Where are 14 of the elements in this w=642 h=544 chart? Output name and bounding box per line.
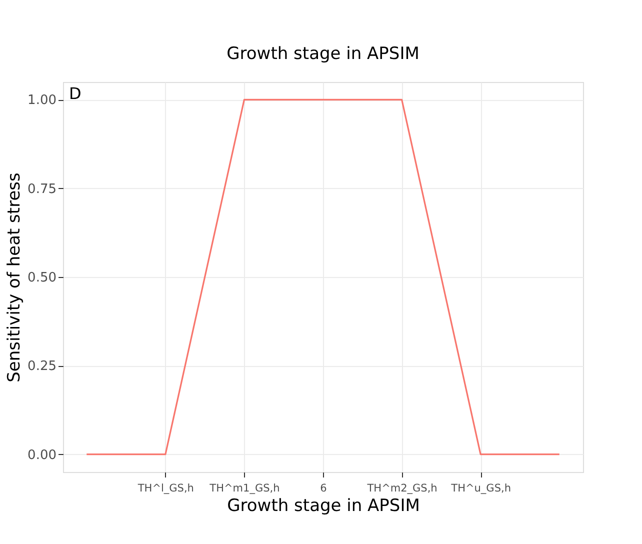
annotation: D (69, 84, 82, 103)
x-tick-label: TH^l_GS,h (136, 482, 194, 494)
y-tick-label: 1.00 (28, 93, 56, 108)
x-tick-label: 6 (320, 482, 328, 494)
x-tick-label: TH^u_GS,h (450, 482, 511, 494)
x-tick-label: TH^m2_GS,h (366, 482, 438, 494)
y-tick-label: 0.50 (28, 270, 56, 286)
y-tick-label: 0.00 (28, 448, 56, 463)
x-axis-title: Growth stage in APSIM (227, 496, 420, 516)
x-tick-label: TH^m1_GS,h (208, 482, 280, 494)
text: Growth stage in APSIM (226, 44, 420, 64)
y-tick-label: 0.75 (28, 182, 56, 197)
y-axis-title: Sensitivity of heat stress (4, 172, 25, 382)
y-tick-label: 0.25 (28, 359, 56, 374)
